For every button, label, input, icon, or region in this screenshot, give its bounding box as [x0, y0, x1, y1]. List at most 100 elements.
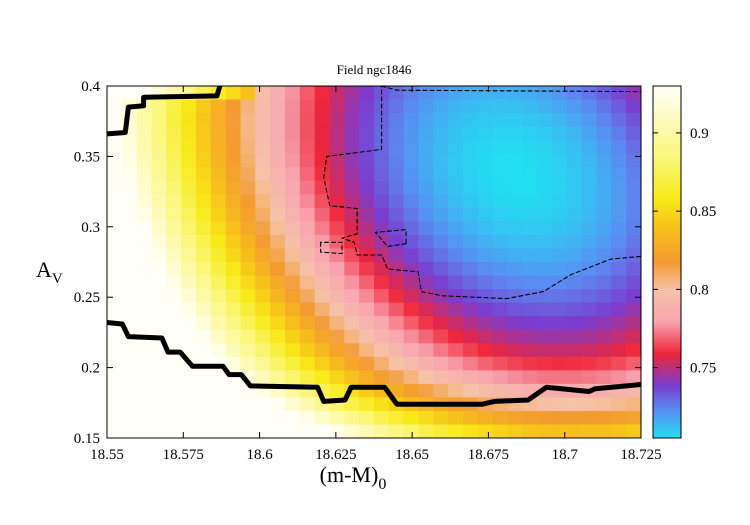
heatmap-cell — [492, 167, 509, 182]
heatmap-cell — [492, 126, 509, 141]
heatmap-cell — [107, 410, 123, 426]
heatmap-cell — [270, 397, 286, 412]
heatmap-cell — [492, 234, 509, 250]
heatmap-cell — [285, 113, 301, 128]
heatmap-cell — [552, 153, 568, 168]
heatmap-cell — [537, 99, 553, 114]
heatmap-cell — [566, 194, 583, 209]
heatmap-cell — [522, 113, 538, 128]
heatmap-cell — [225, 316, 242, 331]
heatmap-cell — [225, 167, 242, 182]
heatmap-cell — [433, 343, 449, 358]
heatmap-cell — [299, 194, 316, 209]
heatmap-cell — [388, 234, 405, 250]
heatmap-cell — [344, 397, 360, 412]
heatmap-cell — [210, 424, 227, 438]
heatmap-cell — [374, 329, 390, 344]
heatmap-cell — [448, 221, 464, 236]
heatmap-cell — [552, 86, 568, 101]
heatmap-cell — [374, 194, 390, 209]
heatmap-cell — [196, 302, 212, 317]
heatmap-cell — [255, 113, 271, 128]
heatmap-cell — [210, 383, 227, 398]
heatmap-cell — [166, 153, 182, 168]
heatmap-cell — [196, 234, 212, 250]
heatmap-cell — [463, 275, 479, 290]
heatmap-cell — [433, 383, 449, 398]
heatmap-cell — [403, 86, 420, 101]
heatmap-cell — [552, 316, 568, 331]
heatmap-cell — [136, 397, 153, 412]
heatmap-cell — [477, 234, 494, 250]
heatmap-cell — [403, 207, 420, 222]
heatmap-cell — [596, 424, 612, 438]
heatmap-cell — [107, 221, 123, 236]
heatmap-cell — [611, 194, 627, 209]
heatmap-cell — [611, 397, 627, 412]
heatmap-cell — [121, 356, 138, 371]
heatmap-cell — [611, 248, 627, 263]
heatmap-cell — [166, 167, 182, 182]
heatmap-cell — [374, 275, 390, 290]
heatmap-cell — [626, 370, 641, 385]
heatmap-cell — [225, 140, 242, 155]
heatmap-cell — [522, 140, 538, 155]
heatmap-cell — [314, 275, 331, 290]
heatmap-cell — [344, 262, 360, 277]
heatmap-cell — [270, 302, 286, 317]
heatmap-cell — [581, 316, 598, 331]
heatmap-cell — [299, 424, 316, 438]
heatmap-cell — [507, 329, 523, 344]
heatmap-cell — [344, 126, 360, 141]
heatmap-cell — [403, 140, 420, 155]
heatmap-cell — [581, 329, 598, 344]
heatmap-cell — [448, 113, 464, 128]
heatmap-cell — [166, 113, 182, 128]
heatmap-cell — [522, 329, 538, 344]
heatmap-cell — [596, 234, 612, 250]
heatmap-cell — [581, 140, 598, 155]
heatmap-cell — [448, 316, 464, 331]
heatmap-cell — [492, 113, 509, 128]
heatmap-cell — [240, 397, 256, 412]
heatmap-cell — [359, 113, 375, 128]
heatmap-cell — [448, 86, 464, 101]
heatmap-cell — [418, 248, 434, 263]
heatmap-cell — [121, 207, 138, 222]
heatmap-cell — [537, 316, 553, 331]
heatmap-cell — [299, 329, 316, 344]
heatmap-cell — [344, 289, 360, 304]
heatmap-cell — [492, 410, 509, 426]
heatmap-cell — [403, 99, 420, 114]
heatmap-cell — [344, 167, 360, 182]
heatmap-cell — [196, 329, 212, 344]
x-axis: 18.55 18.575 18.6 18.625 18.65 18.675 18.7 18.7… — [90, 86, 662, 463]
heatmap-cell — [581, 113, 598, 128]
heatmap-cell — [359, 99, 375, 114]
heatmap-cell — [314, 356, 331, 371]
heatmap-cell — [418, 262, 434, 277]
heatmap-cell — [492, 383, 509, 398]
heatmap-cell — [463, 383, 479, 398]
heatmap-cell — [477, 316, 494, 331]
contour-dashed — [320, 241, 343, 255]
heatmap-cell — [270, 275, 286, 290]
heatmap-cell — [537, 140, 553, 155]
heatmap-cell — [403, 316, 420, 331]
heatmap-cell — [166, 370, 182, 385]
heatmap-cell — [507, 424, 523, 438]
heatmap-cell — [552, 262, 568, 277]
heatmap-cell — [255, 424, 271, 438]
heatmap-cell — [151, 397, 167, 412]
heatmap-cell — [344, 302, 360, 317]
heatmap-cell — [344, 410, 360, 426]
heatmap-cell — [463, 370, 479, 385]
heatmap-cell — [181, 167, 197, 182]
heatmap-cell — [403, 370, 420, 385]
heatmap-cell — [285, 302, 301, 317]
heatmap-cell — [566, 302, 583, 317]
heatmap-cell — [611, 370, 627, 385]
heatmap-cell — [477, 140, 494, 155]
heatmap-cell — [463, 207, 479, 222]
heatmap-cell — [255, 248, 271, 263]
